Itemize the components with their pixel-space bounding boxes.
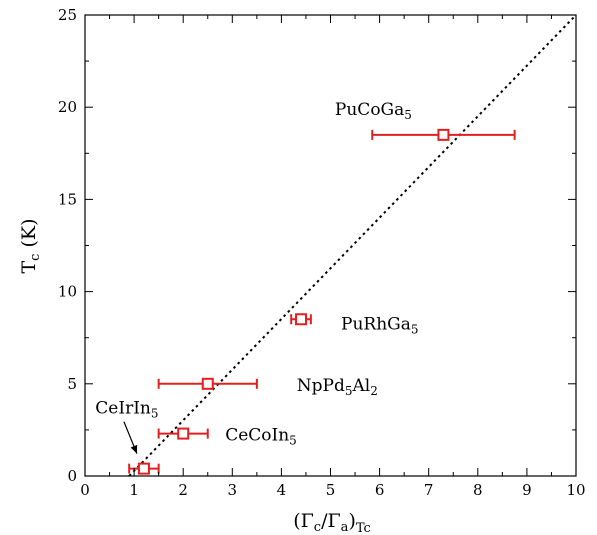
x-tick-label-4: 4 [277,481,287,499]
point-labels-layer: PuCoGa5 PuRhGa5 NpPd5Al2 CeCoIn5 CeIrIn5 [95,100,419,454]
y-tick-label-0: 0 [67,467,77,485]
point-label-nppd5al2: NpPd5Al2 [297,376,378,398]
y-tick-label-1: 5 [67,375,77,393]
plot-frame [84,14,577,477]
point-label-purhga5: PuRhGa5 [341,314,419,336]
y-tick-label-4: 20 [58,98,77,116]
point-purhga5 [295,313,308,326]
point-cecoin5 [177,427,190,440]
x-tick-label-3: 3 [228,481,238,499]
x-axis-label: (Γc/Γa)Tc [293,510,371,535]
x-tick-label-0: 0 [80,481,90,499]
x-tick-label-2: 2 [178,481,188,499]
ceirin5-arrow-head [130,444,138,454]
point-label-pucoga5: PuCoGa5 [335,100,412,122]
x-tick-label-8: 8 [473,481,483,499]
point-pucoga5 [437,128,450,141]
points-layer [128,128,516,475]
point-nppd5al2 [201,377,214,390]
point-label-ceirin5: CeIrIn5 [95,399,158,421]
point-ceirin5 [137,462,150,475]
reference-line [128,14,577,477]
y-tick-label-2: 10 [58,283,77,301]
ticks-layer: 0 1 2 3 4 5 6 7 8 9 10 0 5 10 15 20 25 [58,6,586,499]
x-tick-label-9: 9 [522,481,532,499]
x-tick-label-5: 5 [326,481,336,499]
y-tick-label-5: 25 [58,6,77,24]
x-tick-label-10: 10 [566,481,585,499]
reference-line-layer [128,14,577,477]
x-tick-label-1: 1 [129,481,139,499]
x-tick-label-6: 6 [375,481,385,499]
point-label-cecoin5: CeCoIn5 [225,426,297,448]
y-axis-label: Tc (K) [18,218,43,273]
y-tick-label-3: 15 [58,190,77,208]
x-tick-label-7: 7 [424,481,434,499]
